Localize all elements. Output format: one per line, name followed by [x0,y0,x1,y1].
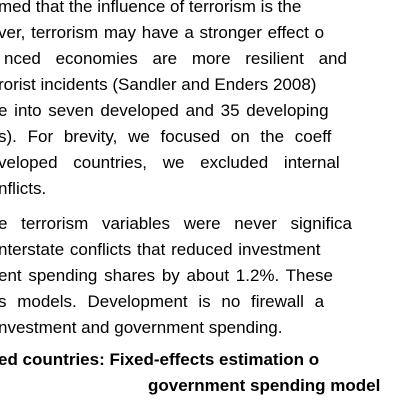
text-line: ver, terrorism may have a stronger effec… [0,23,325,42]
text-line: rorist incidents (Sandler and Enders 200… [0,75,317,94]
caption-line: government spending model [148,376,381,395]
text-line: s). For brevity, we focused on the coeff [0,127,332,146]
text-line: med that the influence of terrorism is t… [0,0,302,16]
text-line: nvestment and government spending. [0,318,283,337]
text-line: nterstate conflicts that reduced investm… [0,240,321,259]
text-line: nced economies are more resilient and [4,49,347,68]
text-line: e terrorism variables were never signifi… [0,214,352,233]
text-line: veloped countries, we excluded internal [0,153,340,172]
text-line: s models. Development is no firewall a [0,292,325,311]
text-line: ent spending shares by about 1.2%. These [0,266,333,285]
text-line: e into seven developed and 35 developing [0,101,329,120]
caption-line: ed countries: Fixed-effects estimation o [0,350,320,369]
text-line: nflicts. [0,179,47,198]
